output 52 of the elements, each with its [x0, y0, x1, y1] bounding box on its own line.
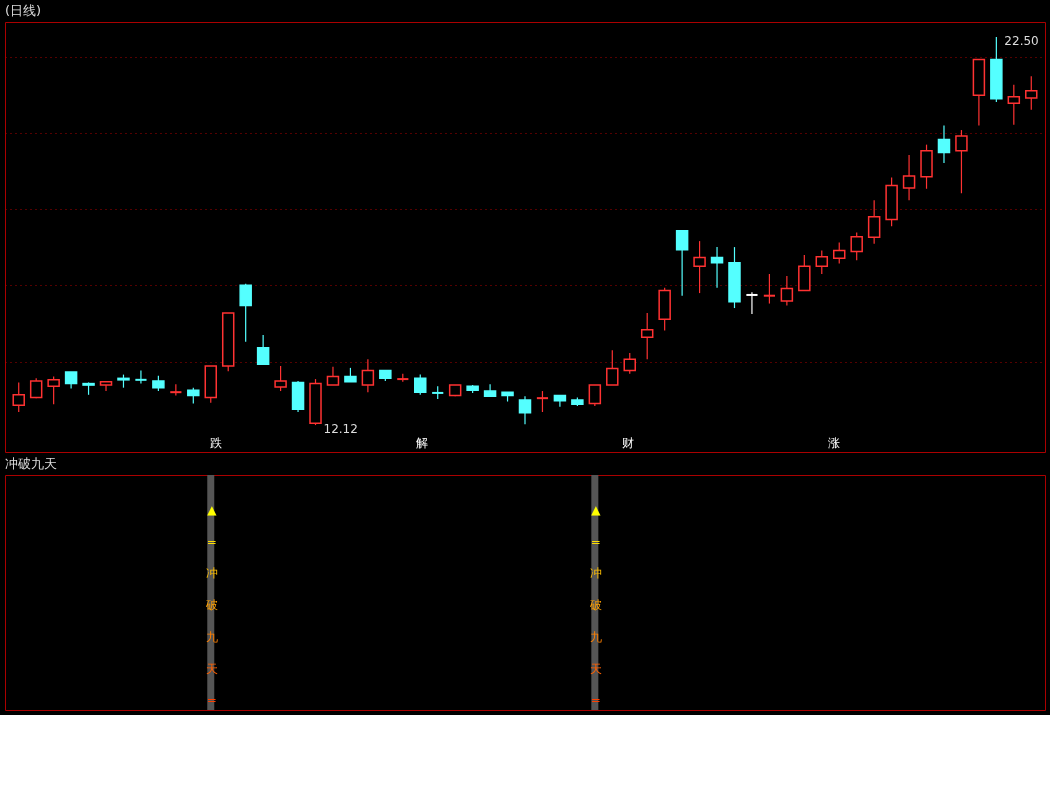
candlestick — [955, 129, 968, 194]
annotation: 天 — [205, 661, 218, 676]
candlestick — [693, 240, 706, 294]
text: 冲 — [589, 566, 602, 581]
candlestick — [815, 249, 829, 275]
annotation: 12.12 — [323, 422, 358, 437]
annotation: 跌 — [210, 436, 222, 450]
candlestick — [326, 366, 340, 386]
annotation: 破 — [204, 598, 218, 613]
text: ▲ — [591, 502, 601, 517]
annotation: 财 — [622, 436, 634, 450]
text: = — [590, 534, 601, 549]
candlestick — [762, 273, 776, 305]
candlestick — [1025, 75, 1038, 111]
annotation: 九 — [205, 629, 218, 644]
candlestick — [606, 349, 619, 386]
annotation: = — [206, 693, 217, 708]
annotation: 22.50 — [1004, 33, 1039, 48]
candlestick — [850, 231, 863, 261]
candlestick — [710, 246, 724, 289]
annotation: = — [206, 534, 217, 549]
candlestick — [256, 334, 270, 365]
chart-title: 冲破九天 — [5, 456, 57, 471]
candlestick — [588, 384, 602, 407]
candlestick — [745, 291, 759, 315]
annotation: 解 — [416, 436, 428, 450]
candlestick — [518, 395, 532, 425]
text: 天 — [589, 661, 602, 676]
candlestick — [937, 124, 951, 164]
candlestick — [640, 312, 654, 360]
candlestick — [832, 242, 846, 265]
candlestick — [1007, 84, 1021, 126]
annotation: ▲ — [207, 502, 218, 517]
candlestick — [47, 375, 60, 405]
candlestick — [414, 374, 427, 396]
candlestick — [535, 390, 550, 413]
chart-title: (日线) — [5, 3, 42, 18]
candlestick — [623, 352, 636, 375]
text: 九 — [589, 629, 602, 644]
candlestick — [867, 199, 881, 245]
text: = — [590, 693, 601, 708]
candlestick — [780, 275, 794, 307]
candlestick — [675, 229, 689, 297]
candlestick — [12, 381, 25, 413]
candlestick — [902, 154, 916, 201]
candlestick — [239, 283, 252, 343]
annotation: 涨 — [828, 436, 840, 450]
candlestick — [274, 365, 287, 392]
text: 破 — [589, 598, 602, 613]
candlestick — [134, 369, 148, 385]
annotation: 冲 — [205, 566, 218, 581]
candlestick — [361, 358, 375, 393]
